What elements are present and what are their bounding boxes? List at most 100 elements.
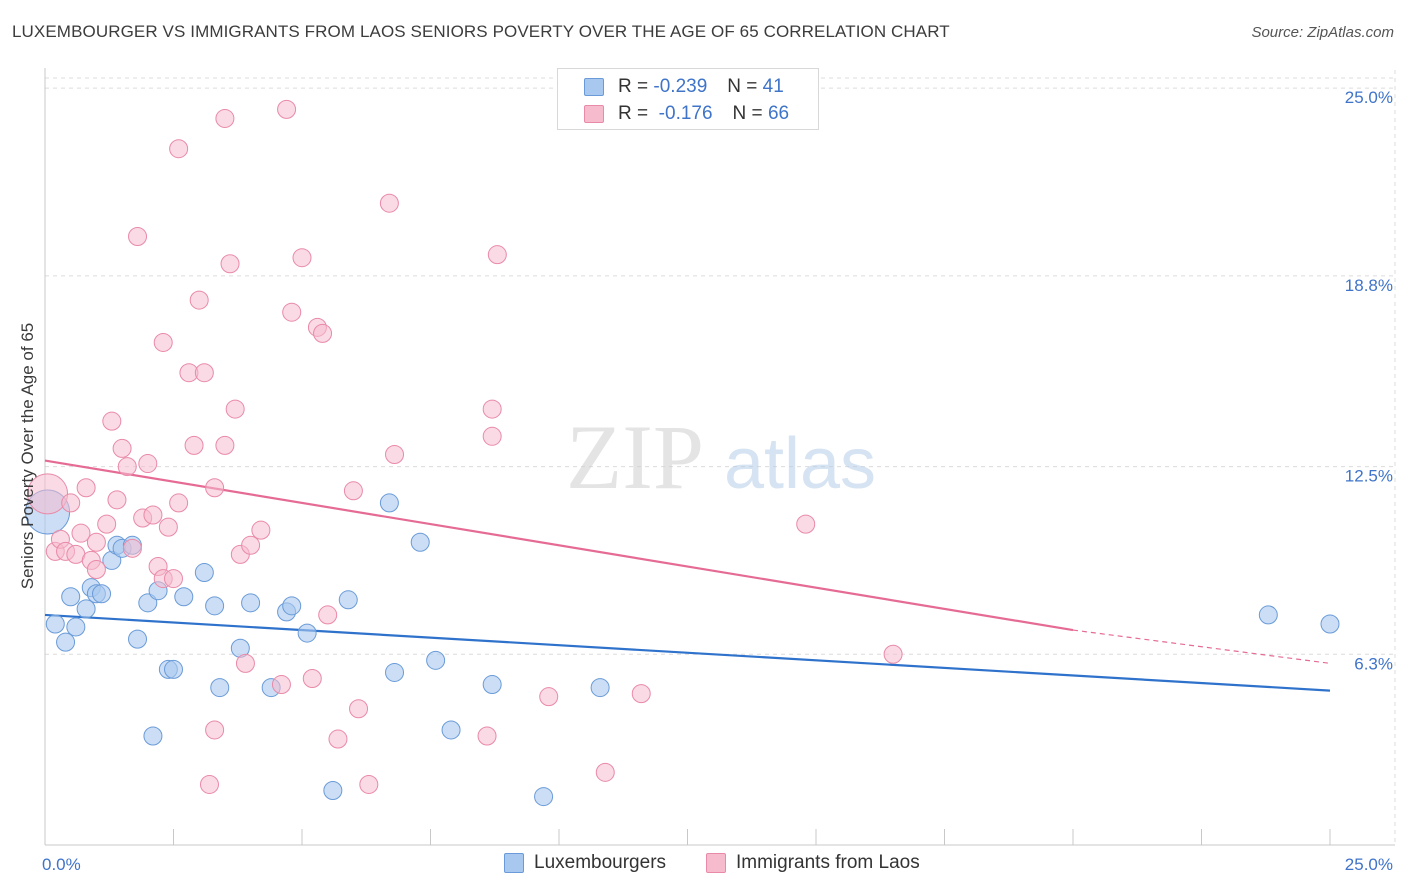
axis-labels: 6.3% 12.5% 18.8% 25.0% 0.0% 25.0% Seniors Pove… — [18, 88, 1393, 874]
y-axis-title: Seniors Poverty Over the Age of 65 — [18, 323, 37, 589]
data-point-laos — [199, 774, 219, 794]
data-point-luxembourgers — [410, 532, 430, 552]
series-immigrants-from-laos — [27, 99, 903, 794]
bottom-legend-label: Immigrants from Laos — [736, 852, 920, 873]
data-point-laos — [225, 399, 245, 419]
data-point-luxembourgers — [174, 587, 194, 607]
data-point-laos — [271, 675, 291, 695]
bottom-legend-laos[interactable]: Immigrants from Laos — [706, 852, 920, 874]
trend-line-laos-extrapolated — [1072, 629, 1331, 664]
data-point-luxembourgers — [92, 584, 112, 604]
data-point-laos — [158, 517, 178, 537]
legend-row-laos: R = -0.176 N = 66 — [584, 102, 789, 126]
series-luxembourgers — [25, 489, 1340, 807]
data-point-laos — [883, 644, 903, 664]
data-point-laos — [282, 302, 302, 322]
data-point-laos — [122, 538, 142, 558]
data-point-laos — [27, 473, 69, 515]
watermark-atlas: atlas — [724, 424, 876, 504]
data-point-laos — [97, 514, 117, 534]
axes — [44, 68, 1395, 846]
data-point-luxembourgers — [534, 787, 554, 807]
legend-swatch-blue — [584, 78, 604, 96]
data-point-luxembourgers — [441, 720, 461, 740]
y-tick-label: 18.8% — [1345, 276, 1393, 295]
data-point-laos — [379, 193, 399, 213]
data-point-laos — [595, 762, 615, 782]
legend-r-value: -0.239 — [653, 76, 708, 97]
data-point-luxembourgers — [76, 599, 96, 619]
data-point-laos — [328, 729, 348, 749]
data-point-luxembourgers — [164, 659, 183, 679]
data-point-luxembourgers — [194, 563, 214, 583]
data-point-laos — [164, 569, 183, 589]
data-point-luxembourgers — [61, 587, 81, 607]
trend-line-luxembourgers — [44, 613, 1331, 692]
source-label: Source: ZipAtlas.com — [1251, 24, 1394, 41]
data-point-laos — [86, 560, 106, 580]
data-point-laos — [194, 363, 214, 383]
legend-swatch-pink — [584, 105, 604, 123]
data-point-laos — [128, 227, 148, 247]
data-point-luxembourgers — [297, 623, 317, 643]
data-point-laos — [189, 290, 209, 310]
data-point-laos — [477, 726, 497, 746]
watermark: ZIP atlas — [566, 406, 876, 508]
data-point-laos — [220, 254, 240, 274]
legend-n-value: 66 — [767, 103, 790, 124]
bottom-legend-luxembourgers[interactable]: Luxembourgers — [504, 852, 666, 874]
data-point-luxembourgers — [385, 662, 405, 682]
watermark-zip: ZIP — [566, 406, 704, 508]
data-point-luxembourgers — [1258, 605, 1278, 625]
data-point-laos — [385, 444, 405, 464]
data-point-luxembourgers — [56, 632, 76, 652]
data-point-laos — [631, 684, 651, 704]
data-point-luxembourgers — [210, 678, 230, 698]
data-point-luxembourgers — [45, 614, 65, 634]
data-point-luxembourgers — [143, 726, 163, 746]
data-point-luxembourgers — [482, 675, 502, 695]
data-point-laos — [318, 605, 338, 625]
data-point-luxembourgers — [379, 493, 399, 513]
legend-row-luxembourgers: R = -0.239 N = 41 — [584, 75, 784, 99]
data-point-laos — [169, 493, 189, 513]
bottom-legend-label: Luxembourgers — [534, 852, 667, 873]
data-point-laos — [86, 532, 106, 552]
data-point-laos — [205, 478, 225, 498]
bottom-legend-swatch-pink — [706, 853, 726, 873]
data-point-laos — [277, 99, 297, 119]
data-point-luxembourgers — [66, 617, 86, 637]
legend-r-label: R = — [618, 103, 649, 124]
data-point-laos — [205, 720, 225, 740]
data-point-luxembourgers — [426, 650, 446, 670]
legend-n-value: 41 — [762, 76, 784, 97]
x-tick-label: 0.0% — [42, 855, 81, 874]
y-tick-label: 6.3% — [1354, 654, 1393, 673]
data-point-laos — [487, 245, 507, 265]
legend-n-label: N = — [732, 103, 763, 124]
data-point-laos — [153, 332, 173, 352]
bottom-legend-swatch-blue — [504, 853, 524, 873]
data-point-laos — [359, 774, 379, 794]
legend-r-label: R = — [618, 76, 649, 97]
data-point-laos — [138, 454, 158, 474]
data-point-laos — [313, 323, 333, 343]
data-point-laos — [169, 139, 189, 159]
y-tick-label: 25.0% — [1345, 88, 1393, 107]
data-point-luxembourgers — [323, 781, 343, 801]
data-point-laos — [482, 399, 502, 419]
data-point-luxembourgers — [1320, 614, 1340, 634]
y-tick-label: 12.5% — [1345, 467, 1393, 486]
data-point-laos — [71, 523, 91, 543]
data-point-laos — [184, 435, 204, 455]
correlation-legend: R = -0.239 N = 41 R = -0.176 N = 66 — [557, 68, 819, 130]
data-point-laos — [796, 514, 816, 534]
trend-line-laos — [44, 459, 1074, 632]
data-point-luxembourgers — [205, 596, 225, 616]
data-point-laos — [482, 426, 502, 446]
data-point-luxembourgers — [128, 629, 148, 649]
data-point-luxembourgers — [241, 593, 261, 613]
data-point-luxembourgers — [590, 678, 610, 698]
x-tick-label: 25.0% — [1345, 855, 1393, 874]
data-point-laos — [292, 248, 312, 268]
